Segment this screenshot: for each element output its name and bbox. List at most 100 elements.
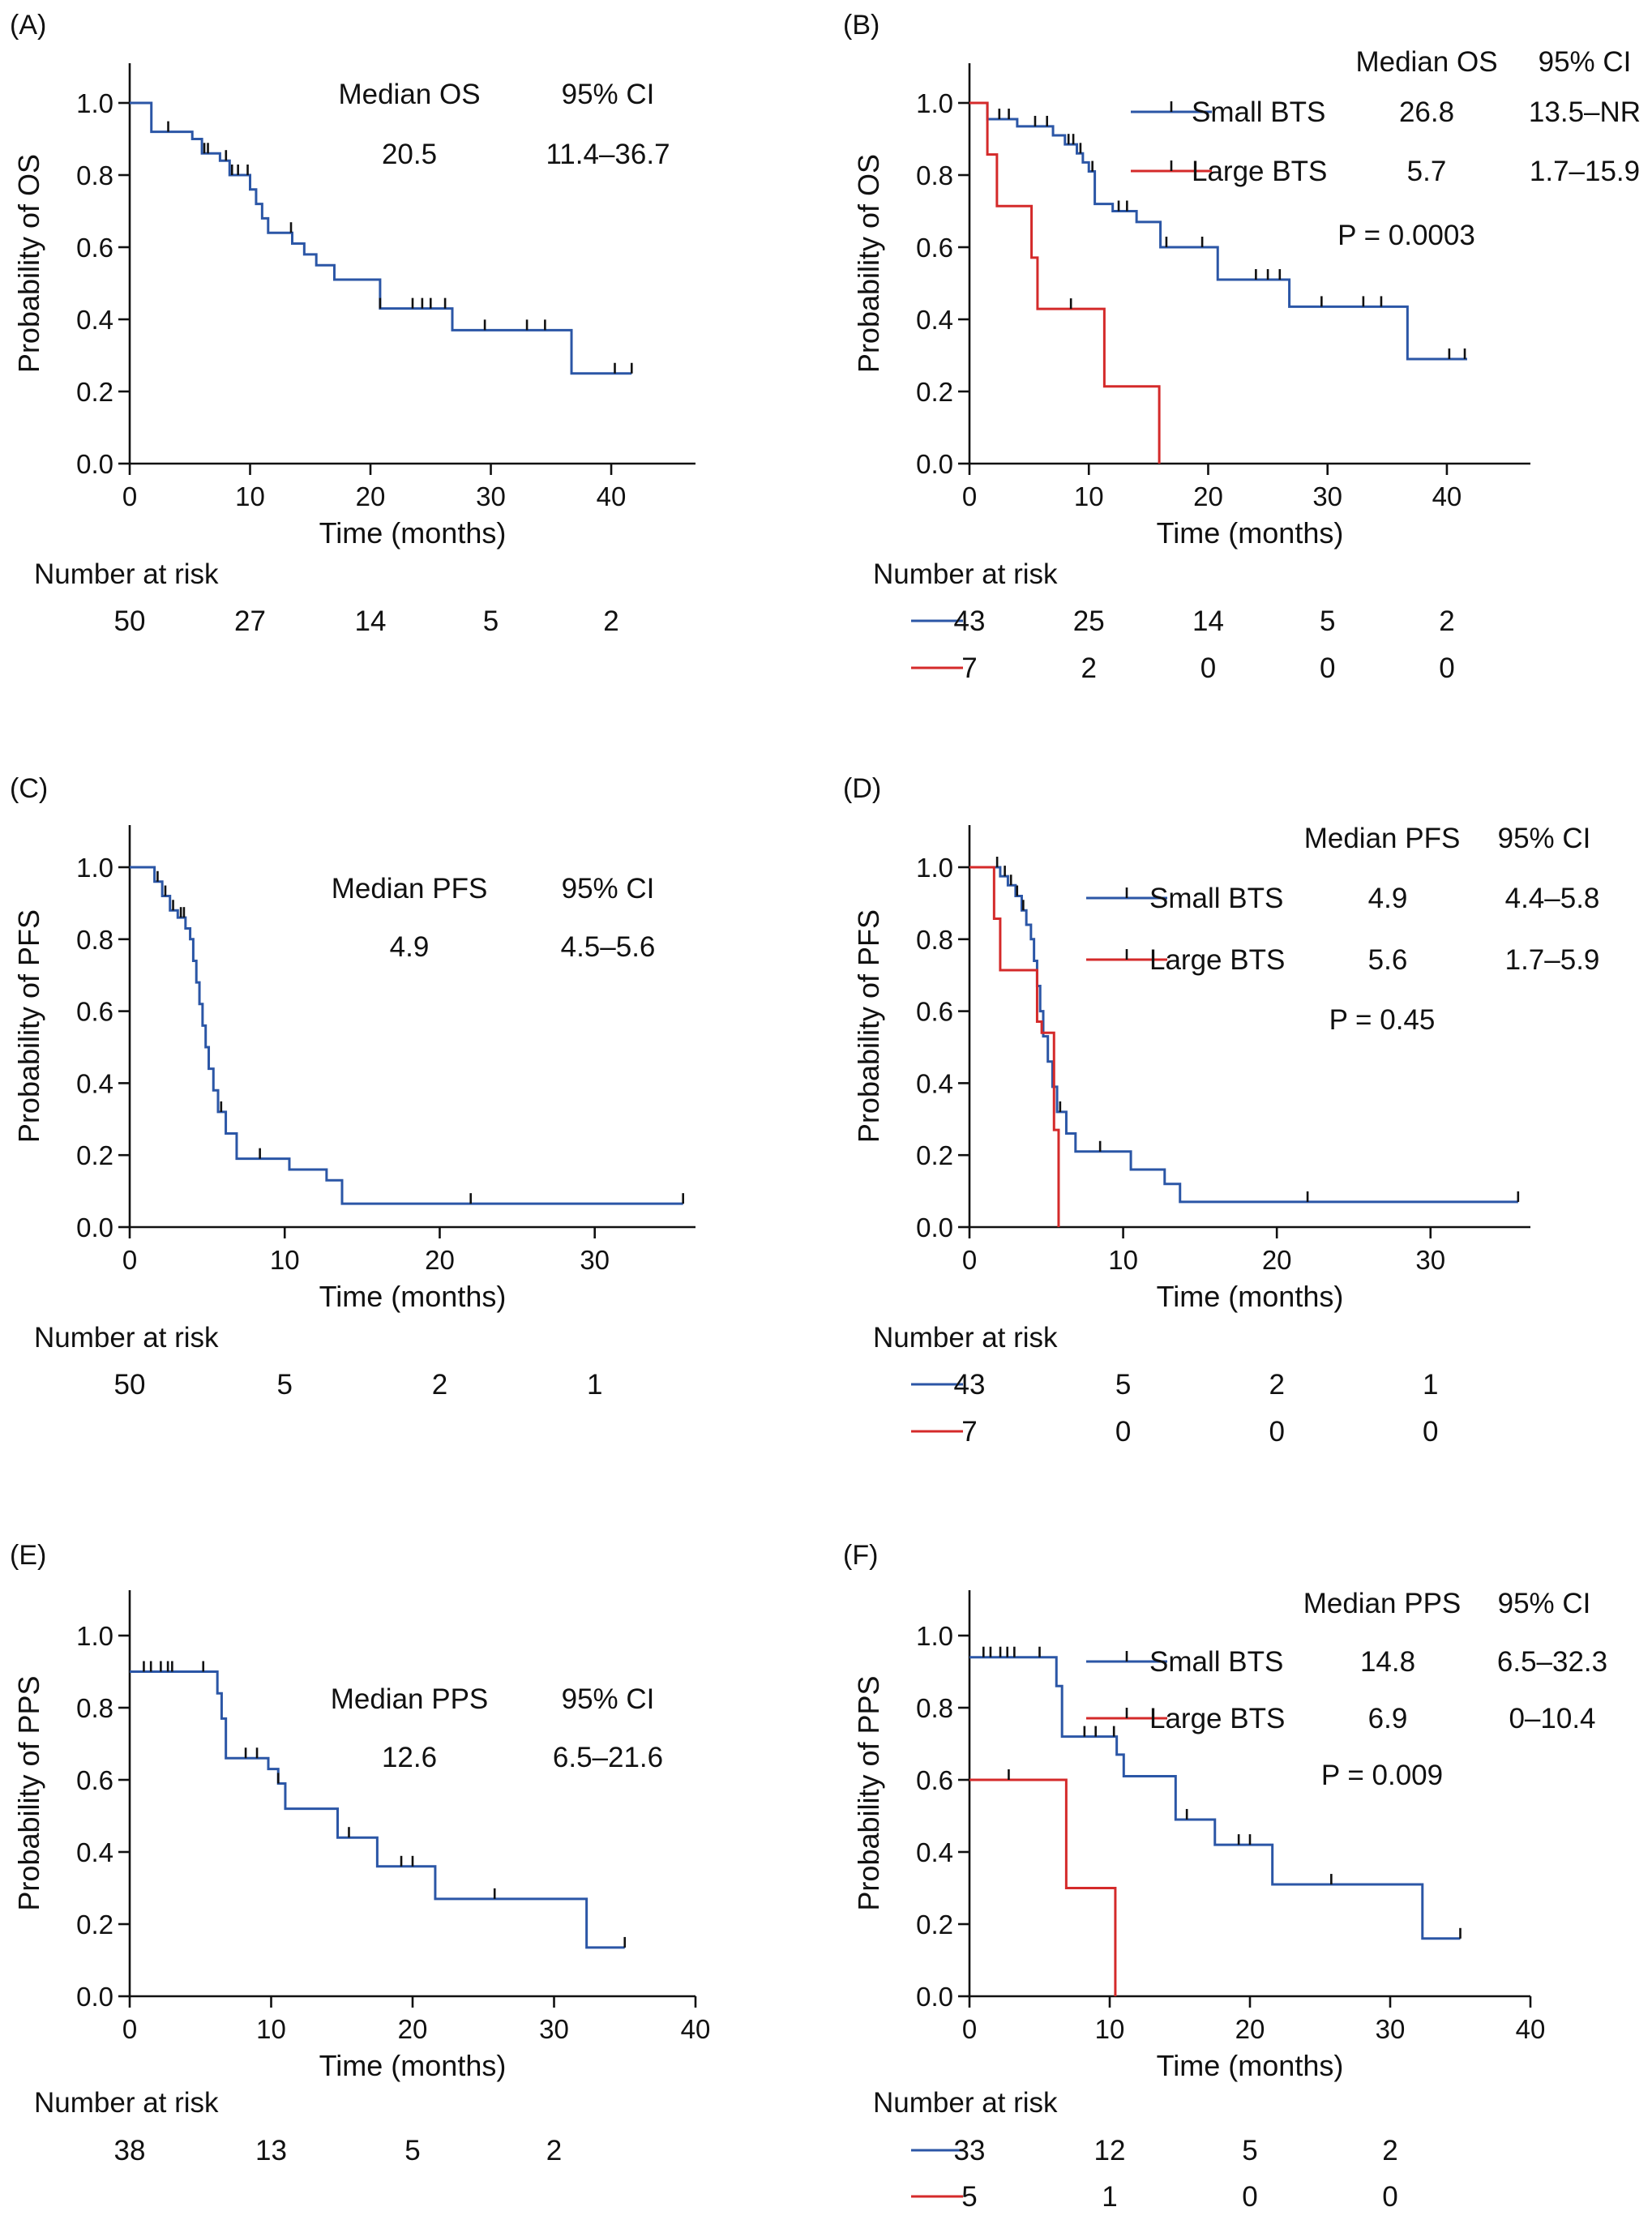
x-tick-label: 20: [1235, 2014, 1265, 2044]
median-header: Median PPS: [1303, 1588, 1462, 1619]
ci-value: 13.5–NR: [1529, 96, 1641, 128]
km-curve-small-bts: [969, 1656, 1461, 1940]
y-axis-label: Probability of OS: [12, 154, 45, 373]
risk-value: 14: [355, 605, 387, 637]
risk-value: 0: [1200, 652, 1216, 684]
risk-value: 2: [432, 1369, 447, 1401]
risk-value: 7: [961, 1416, 977, 1448]
x-tick-label: 10: [235, 481, 265, 511]
km-curve-all: [130, 101, 632, 375]
risk-title: Number at risk: [34, 1322, 219, 1354]
km-curve-large-bts: [969, 866, 1060, 1227]
panel-label: (A): [10, 10, 46, 41]
risk-title: Number at risk: [34, 2087, 219, 2119]
panel-label: (C): [10, 773, 48, 804]
legend-label: Large BTS: [1192, 156, 1327, 187]
risk-value: 43: [954, 605, 986, 637]
median-value: 5.7: [1407, 156, 1447, 187]
median-value: 5.6: [1368, 944, 1408, 976]
y-tick-label: 1.0: [916, 88, 953, 118]
ci-header: 95% CI: [1498, 823, 1591, 854]
risk-title: Number at risk: [34, 558, 219, 590]
risk-value: 5: [1242, 2135, 1257, 2166]
y-tick-label: 0.0: [916, 1213, 953, 1242]
risk-value: 13: [255, 2135, 287, 2166]
risk-value: 50: [114, 1369, 146, 1401]
risk-value: 14: [1192, 605, 1224, 637]
median-value: 4.9: [1368, 883, 1408, 914]
median-value: 14.8: [1360, 1646, 1415, 1678]
x-tick-label: 30: [1415, 1245, 1445, 1275]
ci-value: 11.4–36.7: [546, 139, 670, 170]
risk-value: 0: [1423, 1416, 1438, 1448]
y-tick-label: 0.4: [916, 1068, 953, 1098]
x-axis-label: Time (months): [319, 2049, 507, 2082]
legend-label: Small BTS: [1149, 883, 1283, 914]
x-axis-label: Time (months): [1157, 2049, 1344, 2082]
y-tick-label: 0.2: [916, 1910, 953, 1940]
km-curve-large-bts: [969, 101, 1161, 464]
x-tick-label: 10: [270, 1245, 300, 1275]
x-tick-label: 10: [1095, 2014, 1125, 2044]
y-tick-label: 0.0: [76, 1982, 113, 2012]
risk-value: 0: [1320, 652, 1335, 684]
ci-value: 1.7–5.9: [1505, 944, 1600, 976]
panel-a: (A) 0.0 0.2 0.4 0.6 0.8 1.0 0 10 20 30 40 Time (mont…: [10, 10, 695, 637]
y-tick-label: 0.0: [76, 1213, 113, 1242]
median-header: Median PPS: [331, 1683, 489, 1715]
ci-value: 6.5–32.3: [1497, 1646, 1607, 1678]
y-tick-label: 0.8: [76, 925, 113, 955]
y-axis-label: Probability of OS: [852, 154, 885, 373]
risk-value: 27: [234, 605, 266, 637]
risk-value: 38: [114, 2135, 146, 2166]
panel-label: (E): [10, 1540, 46, 1571]
risk-value: 1: [1102, 2181, 1117, 2213]
risk-value: 0: [1115, 1416, 1131, 1448]
risk-title: Number at risk: [873, 1322, 1058, 1354]
panel-label: (F): [843, 1540, 878, 1571]
median-value: 6.9: [1368, 1703, 1408, 1734]
median-header: Median PFS: [332, 873, 488, 905]
y-tick-label: 0.2: [76, 377, 113, 407]
risk-title: Number at risk: [873, 558, 1058, 590]
risk-value: 50: [114, 605, 146, 637]
y-tick-label: 0.2: [76, 1140, 113, 1170]
risk-value: 2: [1382, 2135, 1397, 2166]
x-axis-label: Time (months): [1157, 516, 1344, 550]
x-tick-label: 20: [356, 481, 386, 511]
p-value: P = 0.0003: [1337, 220, 1475, 251]
y-tick-label: 0.8: [76, 1693, 113, 1723]
y-tick-label: 0.0: [916, 449, 953, 479]
panel-c: (C) 0.0 0.2 0.4 0.6 0.8 1.0 0 10 20 30 Time (months…: [10, 773, 695, 1401]
y-tick-label: 0.8: [916, 160, 953, 190]
y-tick-label: 0.4: [76, 1068, 113, 1098]
x-tick-label: 10: [1108, 1245, 1138, 1275]
median-value: 4.9: [390, 931, 430, 963]
x-tick-label: 20: [398, 2014, 428, 2044]
y-tick-label: 0.8: [916, 925, 953, 955]
p-value: P = 0.009: [1321, 1760, 1443, 1791]
risk-value: 2: [1439, 605, 1454, 637]
x-tick-label: 10: [1074, 481, 1104, 511]
risk-value: 5: [1320, 605, 1335, 637]
x-tick-label: 20: [425, 1245, 455, 1275]
risk-value: 2: [1269, 1369, 1284, 1401]
risk-value: 0: [1269, 1416, 1284, 1448]
risk-value: 5: [404, 2135, 420, 2166]
x-axis-label: Time (months): [1157, 1280, 1344, 1313]
x-tick-label: 0: [962, 2014, 977, 2044]
risk-value: 12: [1094, 2135, 1126, 2166]
ci-value: 0–10.4: [1509, 1703, 1595, 1734]
median-header: Median OS: [1355, 46, 1497, 78]
risk-value: 5: [483, 605, 499, 637]
ci-value: 4.5–5.6: [561, 931, 656, 963]
y-tick-label: 0.6: [76, 997, 113, 1027]
y-tick-label: 0.2: [76, 1910, 113, 1940]
x-tick-label: 30: [476, 481, 506, 511]
y-tick-label: 0.4: [916, 305, 953, 335]
y-tick-label: 1.0: [916, 853, 953, 883]
risk-value: 33: [954, 2135, 986, 2166]
risk-value: 25: [1073, 605, 1105, 637]
